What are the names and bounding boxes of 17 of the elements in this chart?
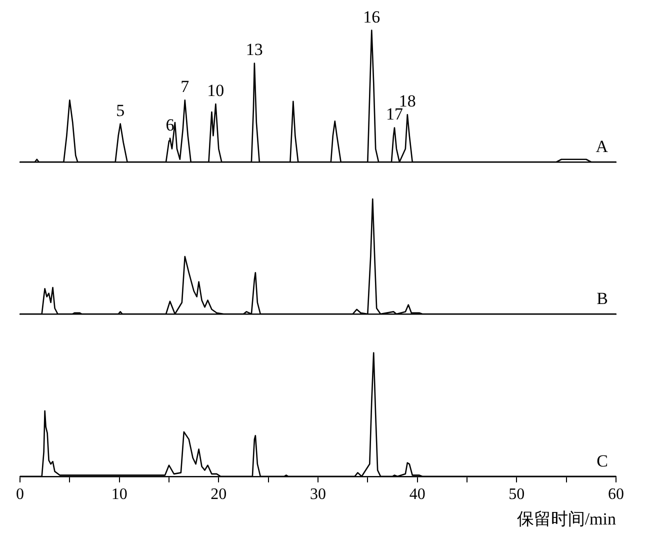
x-tick-label: 50 [508,486,525,504]
x-tick-label: 60 [608,486,624,504]
annotation: 16 [363,7,380,26]
annotation: 13 [246,40,263,60]
annotation: 5 [116,100,125,120]
annotation: 7 [180,77,190,96]
x-tick-label: 20 [210,486,227,504]
x-tick-label: 30 [310,486,326,504]
x-axis-title: 保留时间/min [516,509,616,528]
annotation: 6 [166,115,174,134]
series-label: C [596,451,608,470]
series-label: A [596,136,609,156]
x-tick-label: 10 [111,486,128,504]
series-label: B [596,288,608,308]
x-tick-label: 40 [409,486,426,504]
x-tick-label: 0 [16,486,24,504]
annotation: 10 [207,81,224,100]
